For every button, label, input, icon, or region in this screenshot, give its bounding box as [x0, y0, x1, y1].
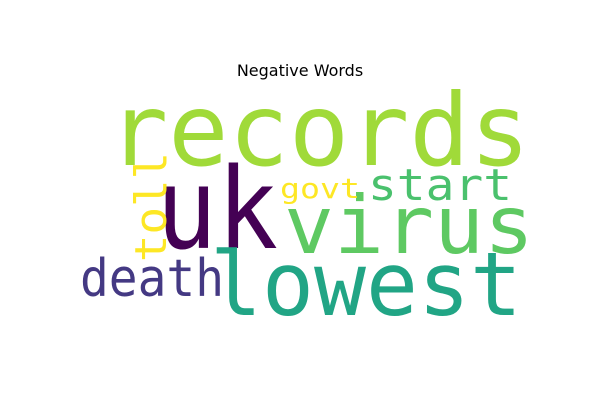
word-govt: govt — [280, 172, 360, 205]
word-uk: uk — [156, 145, 278, 275]
chart-title: Negative Words — [236, 61, 364, 80]
word-lowest: lowest — [210, 233, 522, 336]
word-toll: toll — [126, 152, 177, 262]
word-records: records — [108, 72, 530, 189]
word-start: start — [368, 160, 512, 211]
word-death: death — [80, 249, 224, 309]
word-virus: virus — [284, 179, 534, 272]
